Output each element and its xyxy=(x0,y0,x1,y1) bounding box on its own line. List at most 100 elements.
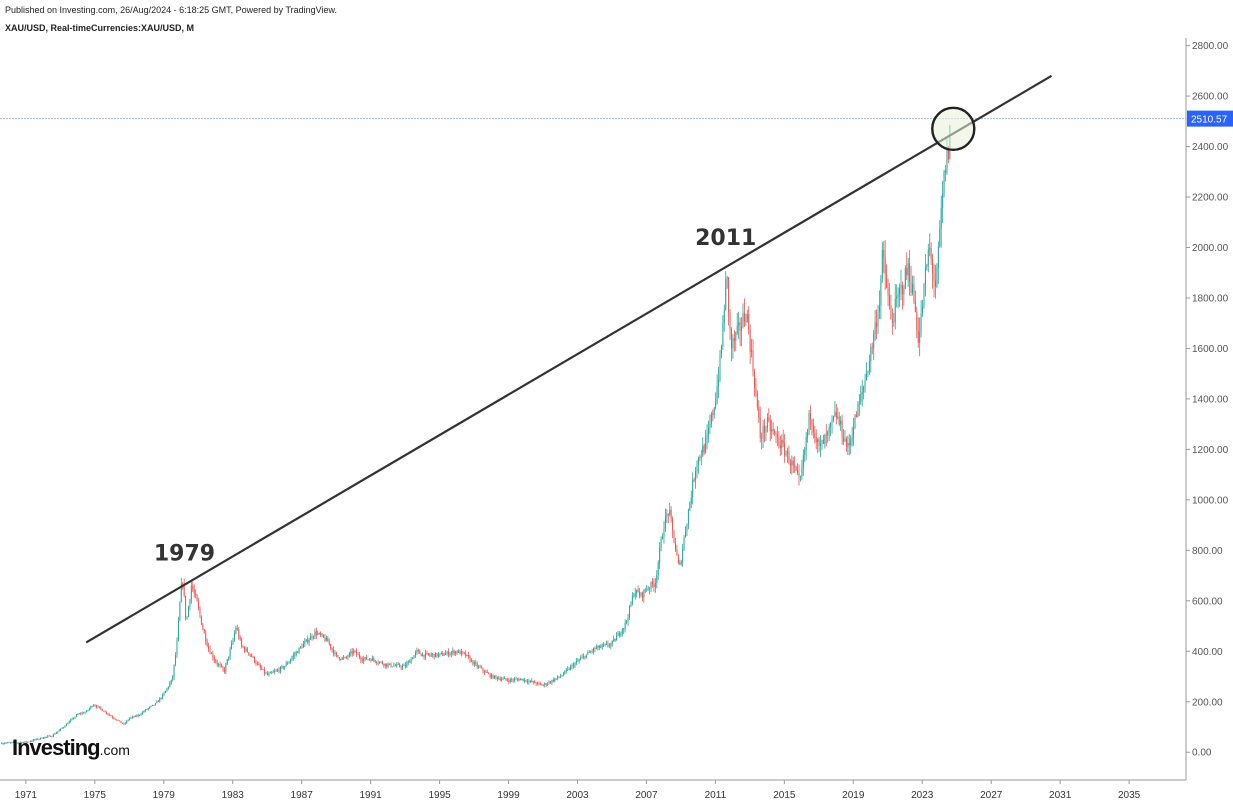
candle-body xyxy=(29,741,31,742)
candle-body xyxy=(756,392,758,408)
axes: 0.00 200.00 400.00 600.00 800.00 1000.00 1200.… xyxy=(0,38,1233,801)
candle-body xyxy=(913,284,915,302)
candle-body xyxy=(238,629,240,638)
candle-body xyxy=(682,548,684,562)
candle-body xyxy=(127,719,129,721)
candle-body xyxy=(345,657,347,658)
candle-body xyxy=(210,653,212,655)
candle-body xyxy=(670,509,672,519)
candle-body xyxy=(28,741,30,743)
candle-body xyxy=(96,706,98,708)
candle-body xyxy=(328,641,330,645)
candle-body xyxy=(241,639,243,647)
candle-body xyxy=(738,322,740,326)
candle-body xyxy=(753,371,755,389)
candle-body xyxy=(851,437,853,440)
candle-body xyxy=(284,666,286,669)
candle-body xyxy=(233,633,235,640)
candle-body xyxy=(529,680,531,682)
candle-body xyxy=(160,698,162,699)
candle-body xyxy=(173,664,175,678)
candle-body xyxy=(641,592,643,598)
candle-body xyxy=(702,445,704,457)
candle-body xyxy=(443,654,445,656)
candle-body xyxy=(485,671,487,673)
candle-body xyxy=(381,661,383,664)
candle-body xyxy=(593,648,595,652)
candle-body xyxy=(889,295,890,306)
candle-body xyxy=(718,379,720,386)
candle-body xyxy=(34,739,36,741)
candle-body xyxy=(136,715,138,717)
candle-body xyxy=(88,708,90,711)
candle-body xyxy=(243,647,245,651)
candle-body xyxy=(508,680,510,682)
candle-body xyxy=(196,595,198,602)
candle-body xyxy=(693,479,695,481)
candle-body xyxy=(58,730,60,732)
candle-body xyxy=(48,735,50,737)
candle-body xyxy=(759,417,761,439)
candle-body xyxy=(455,651,457,654)
candle-body xyxy=(377,662,379,664)
candle-body xyxy=(936,268,938,287)
candle-body xyxy=(568,668,570,670)
candle-body xyxy=(157,701,159,703)
candle-body xyxy=(364,657,366,659)
candle-body xyxy=(716,385,718,402)
candle-body xyxy=(672,518,674,531)
candle-body xyxy=(420,653,422,657)
candle-body xyxy=(130,717,132,719)
candle-body xyxy=(264,669,266,674)
candle-body xyxy=(275,670,277,672)
candle-body xyxy=(308,639,310,643)
candle-body xyxy=(288,661,290,664)
candle-body xyxy=(406,663,408,667)
candle-body xyxy=(478,666,480,668)
candle-body xyxy=(538,682,540,684)
candle-body xyxy=(9,742,11,744)
candle-body xyxy=(834,411,836,417)
candle-body xyxy=(779,445,781,449)
candle-body xyxy=(857,404,859,418)
candle-body xyxy=(827,431,829,436)
candle-body xyxy=(114,718,116,720)
candle-body xyxy=(535,683,537,685)
candle-body xyxy=(774,430,776,433)
x-tick-label: 1995 xyxy=(428,790,451,801)
candle-body xyxy=(900,284,902,289)
candle-body xyxy=(351,651,353,654)
candle-body xyxy=(736,325,738,333)
candle-body xyxy=(667,514,669,516)
x-tick-label: 2027 xyxy=(980,790,1003,801)
candle-body xyxy=(94,705,96,707)
candle-body xyxy=(904,268,906,289)
y-tick-label: 2600.00 xyxy=(1192,92,1229,103)
year-annotation: 1979 xyxy=(154,541,215,566)
candle-body xyxy=(324,637,326,641)
candle-body xyxy=(397,664,399,665)
candle-body xyxy=(277,669,279,671)
candle-body xyxy=(699,457,701,459)
candle-body xyxy=(453,650,455,654)
candle-body xyxy=(305,639,307,642)
candle-body xyxy=(446,651,448,654)
candle-body xyxy=(883,250,885,257)
candle-body xyxy=(117,720,119,722)
candle-body xyxy=(203,629,205,634)
candle-body xyxy=(518,679,520,681)
candle-body xyxy=(338,656,340,660)
candle-body xyxy=(42,738,44,739)
candle-body xyxy=(700,456,702,458)
candle-body xyxy=(504,678,506,679)
candle-body xyxy=(639,592,641,596)
x-tick-label: 1975 xyxy=(84,790,107,801)
candle-body xyxy=(644,589,646,591)
candle-body xyxy=(156,701,158,704)
candle-body xyxy=(551,679,553,683)
candle-body xyxy=(2,743,4,745)
trendline xyxy=(85,74,1053,644)
y-tick-label: 2800.00 xyxy=(1192,41,1229,52)
candle-body xyxy=(811,419,813,425)
